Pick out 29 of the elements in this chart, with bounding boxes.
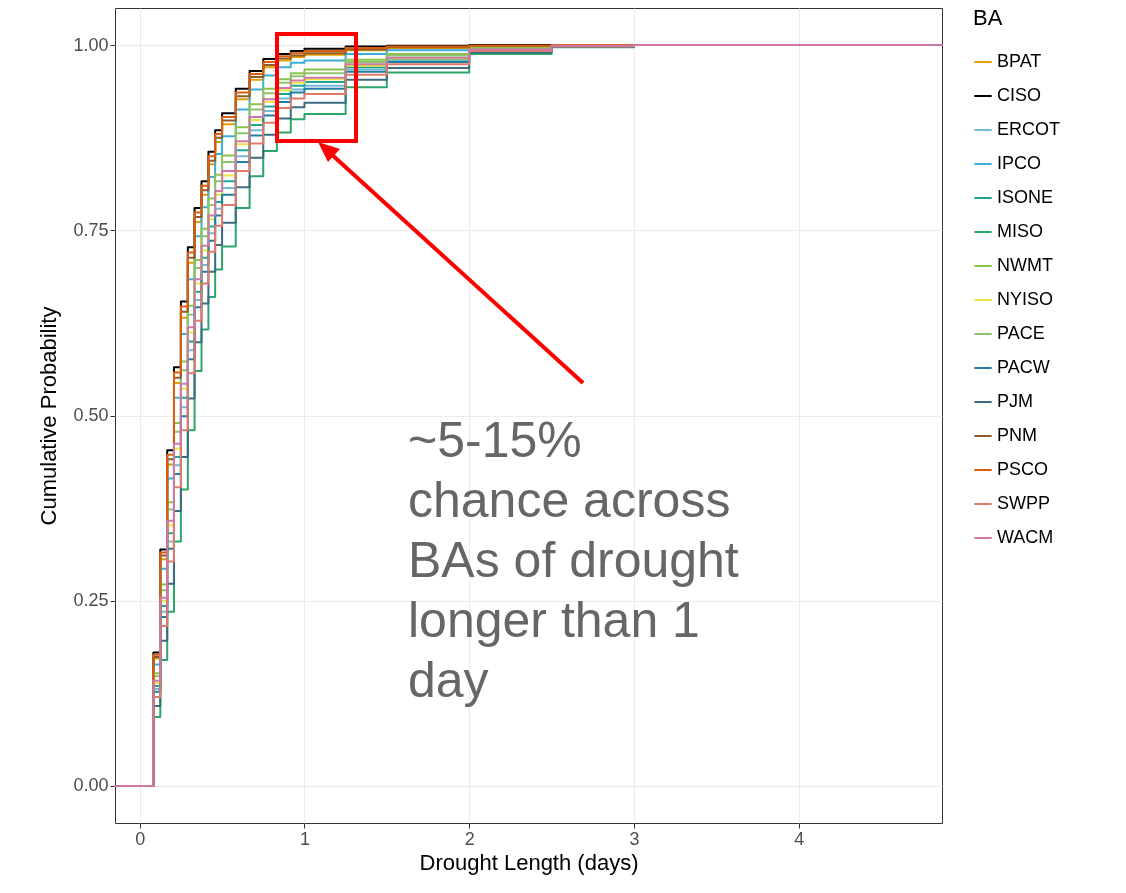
y-tick-label: 0.00 bbox=[73, 775, 109, 796]
x-tick-label: 1 bbox=[299, 828, 310, 849]
x-tick-label: 0 bbox=[135, 828, 146, 849]
legend-label: NYISO bbox=[997, 289, 1054, 309]
x-tick-label: 3 bbox=[629, 828, 640, 849]
legend-title: BA bbox=[973, 5, 1003, 30]
legend-label: CISO bbox=[997, 85, 1042, 105]
legend-label: PNM bbox=[997, 425, 1037, 445]
legend-label: PACE bbox=[997, 323, 1045, 343]
legend-label: IPCO bbox=[997, 153, 1042, 173]
y-tick-label: 1.00 bbox=[73, 34, 109, 55]
x-tick-label: 2 bbox=[464, 828, 475, 849]
legend-label: WACM bbox=[997, 527, 1054, 547]
legend-label: BPAT bbox=[997, 51, 1042, 71]
y-tick-label: 0.75 bbox=[73, 219, 109, 240]
y-axis-title: Cumulative Probability bbox=[36, 306, 62, 526]
y-tick-label: 0.50 bbox=[73, 405, 109, 425]
legend-label: ISONE bbox=[997, 187, 1054, 207]
legend-label: PSCO bbox=[997, 459, 1049, 479]
x-axis-title: Drought Length (days) bbox=[419, 849, 639, 875]
legend-label: MISO bbox=[997, 221, 1044, 241]
y-tick-label: 0.25 bbox=[73, 590, 109, 611]
x-tick-label: 4 bbox=[794, 828, 805, 849]
legend-label: PACW bbox=[997, 357, 1050, 377]
legend-label: ERCOT bbox=[997, 119, 1060, 139]
legend-label: NWMT bbox=[997, 255, 1053, 275]
annotation: ~5-15% chance across BAs of drought longer than 1 day bbox=[408, 411, 740, 710]
legend-label: SWPP bbox=[997, 493, 1051, 513]
legend-label: PJM bbox=[997, 391, 1033, 411]
